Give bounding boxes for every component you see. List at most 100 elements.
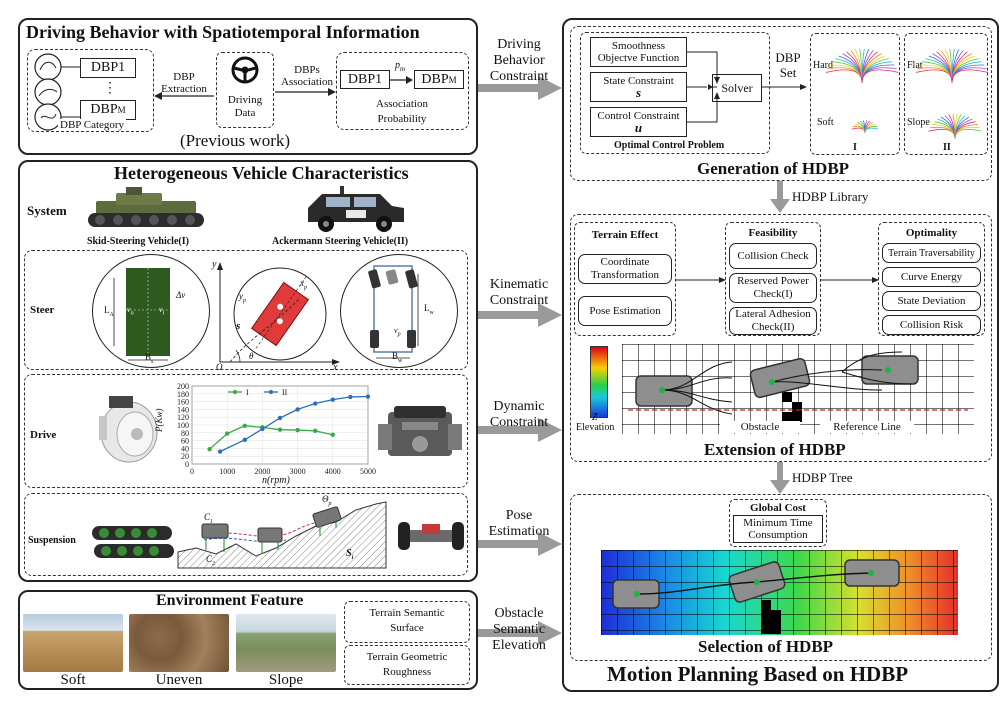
feasibility-title: Feasibility bbox=[748, 227, 798, 239]
collision-check-box: Collision Check bbox=[729, 243, 817, 269]
chart-point-I bbox=[225, 431, 230, 436]
generation-title: Generation of HDBP bbox=[697, 159, 850, 178]
chart-x-tick-label: 1000 bbox=[219, 467, 235, 476]
lw-sub: w bbox=[429, 309, 434, 316]
c2-sub: 2 bbox=[212, 560, 216, 567]
a3-line1: Dynamic bbox=[493, 399, 545, 414]
driving-behavior-title: Driving Behavior with Spatiotemporal Inf… bbox=[26, 22, 420, 42]
chart-legend-label: I bbox=[246, 388, 249, 397]
c1-sub: 1 bbox=[210, 518, 214, 525]
steer-bw-label: Bw bbox=[392, 351, 402, 364]
terrain-effect-title: Terrain Effect bbox=[591, 229, 659, 241]
roman-one-label: I bbox=[853, 142, 857, 153]
drive-group bbox=[24, 374, 468, 488]
si-text: S bbox=[346, 548, 352, 559]
terrain-traversability-box: Terrain Traversability bbox=[882, 243, 981, 263]
extraction-line1: DBP bbox=[173, 71, 195, 83]
state-constraint-text: State Constraint bbox=[603, 75, 674, 87]
fan-group-2 bbox=[904, 33, 988, 155]
terrain-to-feasibility-arrow bbox=[676, 277, 726, 283]
arrow-driving-behavior-label: Driving Behavior Constraint bbox=[476, 37, 562, 85]
chart-point-II bbox=[313, 401, 318, 406]
extension-planning-scene bbox=[628, 351, 968, 422]
chart-series bbox=[207, 394, 371, 454]
min-time-line1: Minimum Time bbox=[743, 517, 813, 529]
elevation-z-label: Z bbox=[592, 412, 598, 423]
si-sub: i bbox=[351, 555, 354, 561]
arrow-kinematic-label: Kinematic Constraint bbox=[476, 277, 562, 309]
heterogeneous-title: Heterogeneous Vehicle Characteristics bbox=[114, 163, 409, 183]
a1-line3: Constraint bbox=[489, 69, 549, 84]
uneven-label: Uneven bbox=[155, 672, 203, 688]
chart-point-I bbox=[313, 428, 318, 434]
track-wheels-image bbox=[92, 526, 174, 558]
roman-two-label: II bbox=[943, 142, 951, 153]
chart-point-II bbox=[330, 397, 335, 402]
lw-text: L bbox=[424, 303, 430, 313]
driving-data-group bbox=[216, 52, 274, 128]
solver-box: Solver bbox=[712, 74, 762, 102]
skid-steer-diagram bbox=[113, 268, 170, 361]
assoc-dbpm-box: DBP M bbox=[414, 70, 464, 89]
terrain-semantic-label: Terrain Semantic Surface bbox=[344, 606, 470, 636]
ocp-group bbox=[580, 32, 770, 154]
chart-point-I bbox=[207, 446, 212, 452]
c1-text: C bbox=[204, 512, 211, 522]
a4-line1: Pose bbox=[505, 508, 533, 523]
soft-terrain-photo bbox=[23, 614, 123, 672]
minimum-time-box: Minimum Time Consumption bbox=[733, 515, 823, 543]
a4-line2: Estimation bbox=[488, 524, 550, 539]
vo-sub: o bbox=[130, 310, 134, 317]
terrain-geometric-box bbox=[344, 645, 470, 685]
association-line1: DBPs bbox=[294, 64, 320, 76]
skid-steering-vehicle-image bbox=[88, 187, 204, 227]
soft-fan bbox=[851, 120, 879, 134]
chart-y-label: P(Kw) bbox=[154, 408, 164, 433]
dbp-category-group bbox=[27, 49, 154, 132]
susp-c2-label: C2 bbox=[206, 554, 215, 567]
a5-line2: Semantic bbox=[492, 622, 546, 637]
extension-title: Extension of HDBP bbox=[704, 440, 846, 459]
ocp-arrows bbox=[687, 51, 807, 123]
slope-terrain-photo bbox=[236, 614, 336, 672]
dbp1-box: DBP1 bbox=[80, 58, 136, 78]
heterogeneous-panel bbox=[18, 160, 478, 582]
a2-line2: Constraint bbox=[489, 293, 549, 308]
susp-si-label: Si bbox=[346, 548, 353, 561]
chart-legend-label: II bbox=[282, 388, 288, 397]
extension-group bbox=[570, 214, 992, 462]
steer-bs-label: Bs bbox=[145, 352, 153, 365]
middle-arrows bbox=[478, 76, 562, 645]
control-constraint-text: Control Constraint bbox=[597, 110, 680, 122]
theta-label: θ bbox=[249, 351, 254, 361]
bw-text: B bbox=[392, 351, 399, 361]
chart-point-II bbox=[348, 394, 353, 400]
vq-text: v bbox=[394, 326, 398, 335]
association-group bbox=[336, 52, 469, 130]
steer-dv-label: Δv bbox=[176, 290, 186, 300]
dbpm-box: DBP M bbox=[80, 100, 136, 120]
c2-text: C bbox=[206, 554, 213, 564]
terrain-geometric-line2: Roughness bbox=[382, 666, 432, 678]
primitive-curve bbox=[864, 127, 879, 134]
chart-point-I bbox=[295, 427, 300, 433]
vq-sub: p bbox=[397, 331, 401, 338]
slope-fan bbox=[928, 113, 982, 140]
flat-label: Flat bbox=[907, 60, 923, 71]
fan-group-1 bbox=[810, 33, 900, 155]
elevation-label: Elevation bbox=[576, 422, 615, 433]
extraction-label: DBP Extraction bbox=[160, 71, 208, 95]
steering-wheel-icon bbox=[231, 56, 259, 84]
chart-y-tick-label: 140 bbox=[177, 405, 189, 414]
steer-label: Steer bbox=[30, 304, 55, 316]
control-constraint-sym: u bbox=[634, 120, 643, 135]
arrow-obstacle-label: Obstacle Semantic Elevation bbox=[476, 606, 562, 654]
previous-work-label: (Previous work) bbox=[180, 131, 291, 150]
assoc-dbpm-text: DBP bbox=[421, 71, 449, 87]
power-line2: Check(I) bbox=[753, 288, 793, 300]
chart-point-II bbox=[242, 437, 247, 443]
feasibility-to-optimality-arrow bbox=[821, 277, 879, 283]
kinematic-frame-diagram bbox=[217, 262, 340, 365]
a5-line1: Obstacle bbox=[494, 606, 544, 621]
